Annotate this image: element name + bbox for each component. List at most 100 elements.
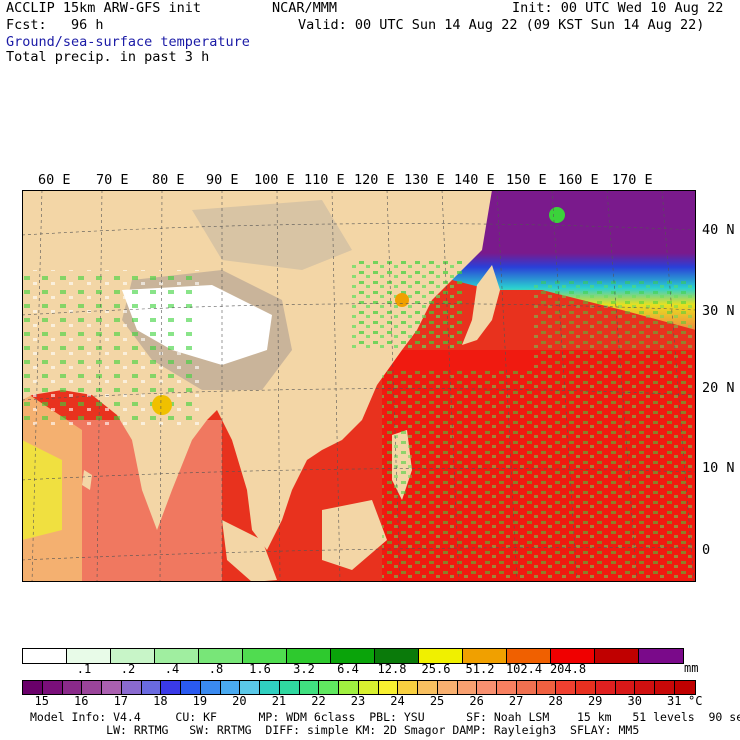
temp-tick-15: 30 xyxy=(627,694,642,708)
arabian-sea-yellow xyxy=(22,440,62,540)
init-time: Init: 00 UTC Wed 10 Aug 22 xyxy=(512,0,724,16)
temp-swatch-0 xyxy=(23,681,43,694)
forecast-hour: Fcst: 96 h xyxy=(6,17,104,33)
temp-tick-16: 31 xyxy=(667,694,682,708)
temp-tick-1: 16 xyxy=(74,694,89,708)
precip-swatch-9 xyxy=(419,649,463,663)
temp-swatch-9 xyxy=(200,681,221,694)
temp-swatch-14 xyxy=(299,681,320,694)
temp-swatch-22 xyxy=(457,681,478,694)
precip-swatch-4 xyxy=(199,649,243,663)
forecast-map xyxy=(22,190,696,582)
lon-label-5: 110 E xyxy=(304,172,345,188)
temp-swatch-3 xyxy=(82,681,102,694)
temp-tick-7: 22 xyxy=(311,694,326,708)
lon-label-0: 60 E xyxy=(38,172,71,188)
temp-tick-4: 19 xyxy=(192,694,208,708)
temp-swatch-27 xyxy=(556,681,576,694)
sri-lanka xyxy=(82,470,92,490)
temp-swatch-26 xyxy=(536,681,557,694)
lat-label-4: 0 xyxy=(702,542,711,558)
lon-label-2: 80 E xyxy=(152,172,185,188)
precip-tick-5: 3.2 xyxy=(293,662,315,676)
precip-tick-10: 102.4 xyxy=(505,662,543,676)
rain-west-pacific-ne xyxy=(532,280,696,370)
sumatra xyxy=(222,520,277,582)
center-label: NCAR/MMM xyxy=(272,0,338,16)
temp-tick-5: 20 xyxy=(232,694,247,708)
heavy-rain-east-china xyxy=(395,293,409,307)
lon-label-1: 70 E xyxy=(96,172,129,188)
lat-label-2: 20 N xyxy=(702,380,735,396)
rain-tropical-pacific xyxy=(382,370,696,582)
temp-swatch-32 xyxy=(655,681,675,694)
precip-swatch-8 xyxy=(375,649,419,663)
temp-swatch-23 xyxy=(477,681,497,694)
temp-tick-3: 18 xyxy=(153,694,168,708)
temp-swatch-11 xyxy=(240,681,260,694)
precip-unit: mm xyxy=(684,661,699,675)
temp-tick-9: 24 xyxy=(390,694,405,708)
temp-tick-12: 27 xyxy=(508,694,524,708)
temp-tick-0: 15 xyxy=(34,694,49,708)
lon-label-8: 140 E xyxy=(454,172,495,188)
precip-swatch-1 xyxy=(67,649,111,663)
temp-swatch-25 xyxy=(516,681,537,694)
model-title: ACCLIP 15km ARW-GFS init xyxy=(6,0,202,16)
precip-swatch-13 xyxy=(595,649,639,663)
model-info-line1: Model Info: V4.4 CU: KF MP: WDM 6class P… xyxy=(30,710,740,724)
precip-tick-8: 25.6 xyxy=(421,662,451,676)
lat-lon-grid xyxy=(22,190,696,582)
lon-label-4: 100 E xyxy=(254,172,295,188)
temp-swatch-20 xyxy=(418,681,438,694)
precip-tick-7: 12.8 xyxy=(377,662,407,676)
temp-swatch-8 xyxy=(181,681,201,694)
temp-swatch-5 xyxy=(121,681,142,694)
temp-swatch-2 xyxy=(62,681,83,694)
lon-label-11: 170 E xyxy=(612,172,653,188)
valid-time: Valid: 00 UTC Sun 14 Aug 22 (09 KST Sun … xyxy=(298,17,705,33)
temp-swatch-12 xyxy=(260,681,280,694)
lon-label-9: 150 E xyxy=(506,172,547,188)
temp-swatch-24 xyxy=(497,681,517,694)
lon-label-7: 130 E xyxy=(404,172,445,188)
borneo xyxy=(322,500,387,570)
temp-swatch-18 xyxy=(378,681,399,694)
precip-tick-4: 1.6 xyxy=(249,662,271,676)
temp-swatch-16 xyxy=(339,681,359,694)
temp-tick-11: 26 xyxy=(469,694,484,708)
precip-swatch-5 xyxy=(243,649,287,663)
lon-label-10: 160 E xyxy=(558,172,599,188)
precip-tick-11: 204.8 xyxy=(549,662,587,676)
temp-swatch-4 xyxy=(102,681,122,694)
temp-swatch-10 xyxy=(220,681,241,694)
lat-label-0: 40 N xyxy=(702,222,735,238)
rain-east-china xyxy=(352,260,462,350)
temp-tick-8: 23 xyxy=(350,694,366,708)
precip-swatch-0 xyxy=(23,649,67,663)
temp-swatch-13 xyxy=(279,681,300,694)
temp-swatch-28 xyxy=(576,681,596,694)
temp-swatch-15 xyxy=(319,681,339,694)
temp-tick-14: 29 xyxy=(587,694,603,708)
lon-label-3: 90 E xyxy=(206,172,239,188)
precip-swatch-7 xyxy=(331,649,375,663)
precip-swatch-6 xyxy=(287,649,331,663)
japan-islands xyxy=(462,265,500,345)
precip-tick-9: 51.2 xyxy=(465,662,495,676)
precip-swatch-14 xyxy=(639,649,683,663)
precip-tick-3: .8 xyxy=(208,662,224,676)
temp-swatch-1 xyxy=(42,681,63,694)
lat-label-3: 10 N xyxy=(702,460,735,476)
precip-tick-0: .1 xyxy=(76,662,92,676)
precip-tick-1: .2 xyxy=(120,662,136,676)
lon-label-6: 120 E xyxy=(354,172,395,188)
temp-tick-10: 25 xyxy=(429,694,445,708)
lat-label-1: 30 N xyxy=(702,303,735,319)
temp-swatch-6 xyxy=(141,681,162,694)
precip-tick-6: 6.4 xyxy=(337,662,359,676)
map-frame xyxy=(22,190,696,582)
temp-swatch-31 xyxy=(635,681,655,694)
temp-tick-13: 28 xyxy=(548,694,563,708)
precip-swatch-3 xyxy=(155,649,199,663)
